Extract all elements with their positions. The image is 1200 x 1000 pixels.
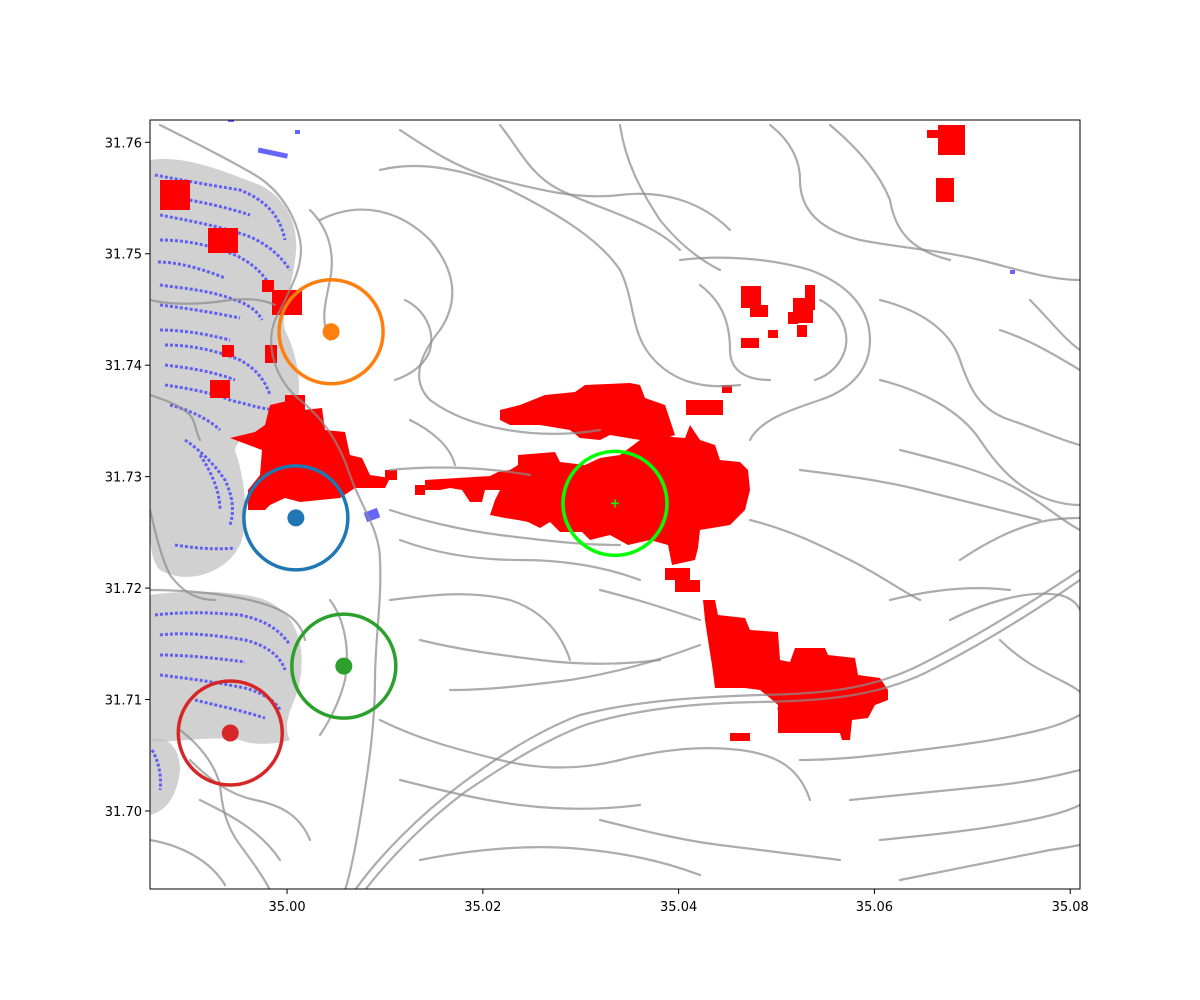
points-layer [176, 278, 669, 787]
x-tick-label: 35.00 [268, 900, 305, 915]
radius-circle-3 [290, 612, 398, 720]
y-tick-label: 31.76 [105, 136, 142, 151]
y-tick-label: 31.70 [105, 805, 142, 820]
radius-circle-4 [176, 679, 285, 787]
x-tick-label: 35.04 [660, 900, 697, 915]
y-tick-label: 31.73 [105, 471, 142, 486]
point-marker-4 [221, 724, 239, 742]
radius-circle-2 [277, 278, 385, 386]
point-marker-3 [335, 657, 353, 675]
x-tick-label: 35.08 [1052, 900, 1089, 915]
center-circle [561, 449, 669, 558]
road-network-layer [150, 123, 1080, 889]
y-tick-label: 31.71 [105, 694, 142, 709]
fire-area-layer [160, 125, 965, 741]
point-marker-2 [322, 323, 340, 341]
x-axis: 35.00 35.02 35.04 35.06 35.08 [268, 889, 1089, 915]
radius-circle-1 [242, 464, 350, 572]
y-axis: 31.70 31.71 31.72 31.73 31.74 31.75 31.76 [105, 136, 150, 820]
y-tick-label: 31.75 [105, 248, 142, 263]
center-plus-marker [611, 499, 619, 508]
y-tick-label: 31.74 [105, 359, 142, 374]
x-tick-label: 35.02 [464, 900, 501, 915]
axes-frame [149, 119, 1081, 890]
point-marker-1 [287, 509, 305, 527]
x-tick-label: 35.06 [856, 900, 893, 915]
buildings-layer [150, 173, 292, 791]
map-plot-area [150, 120, 1080, 889]
y-tick-label: 31.72 [105, 582, 142, 597]
